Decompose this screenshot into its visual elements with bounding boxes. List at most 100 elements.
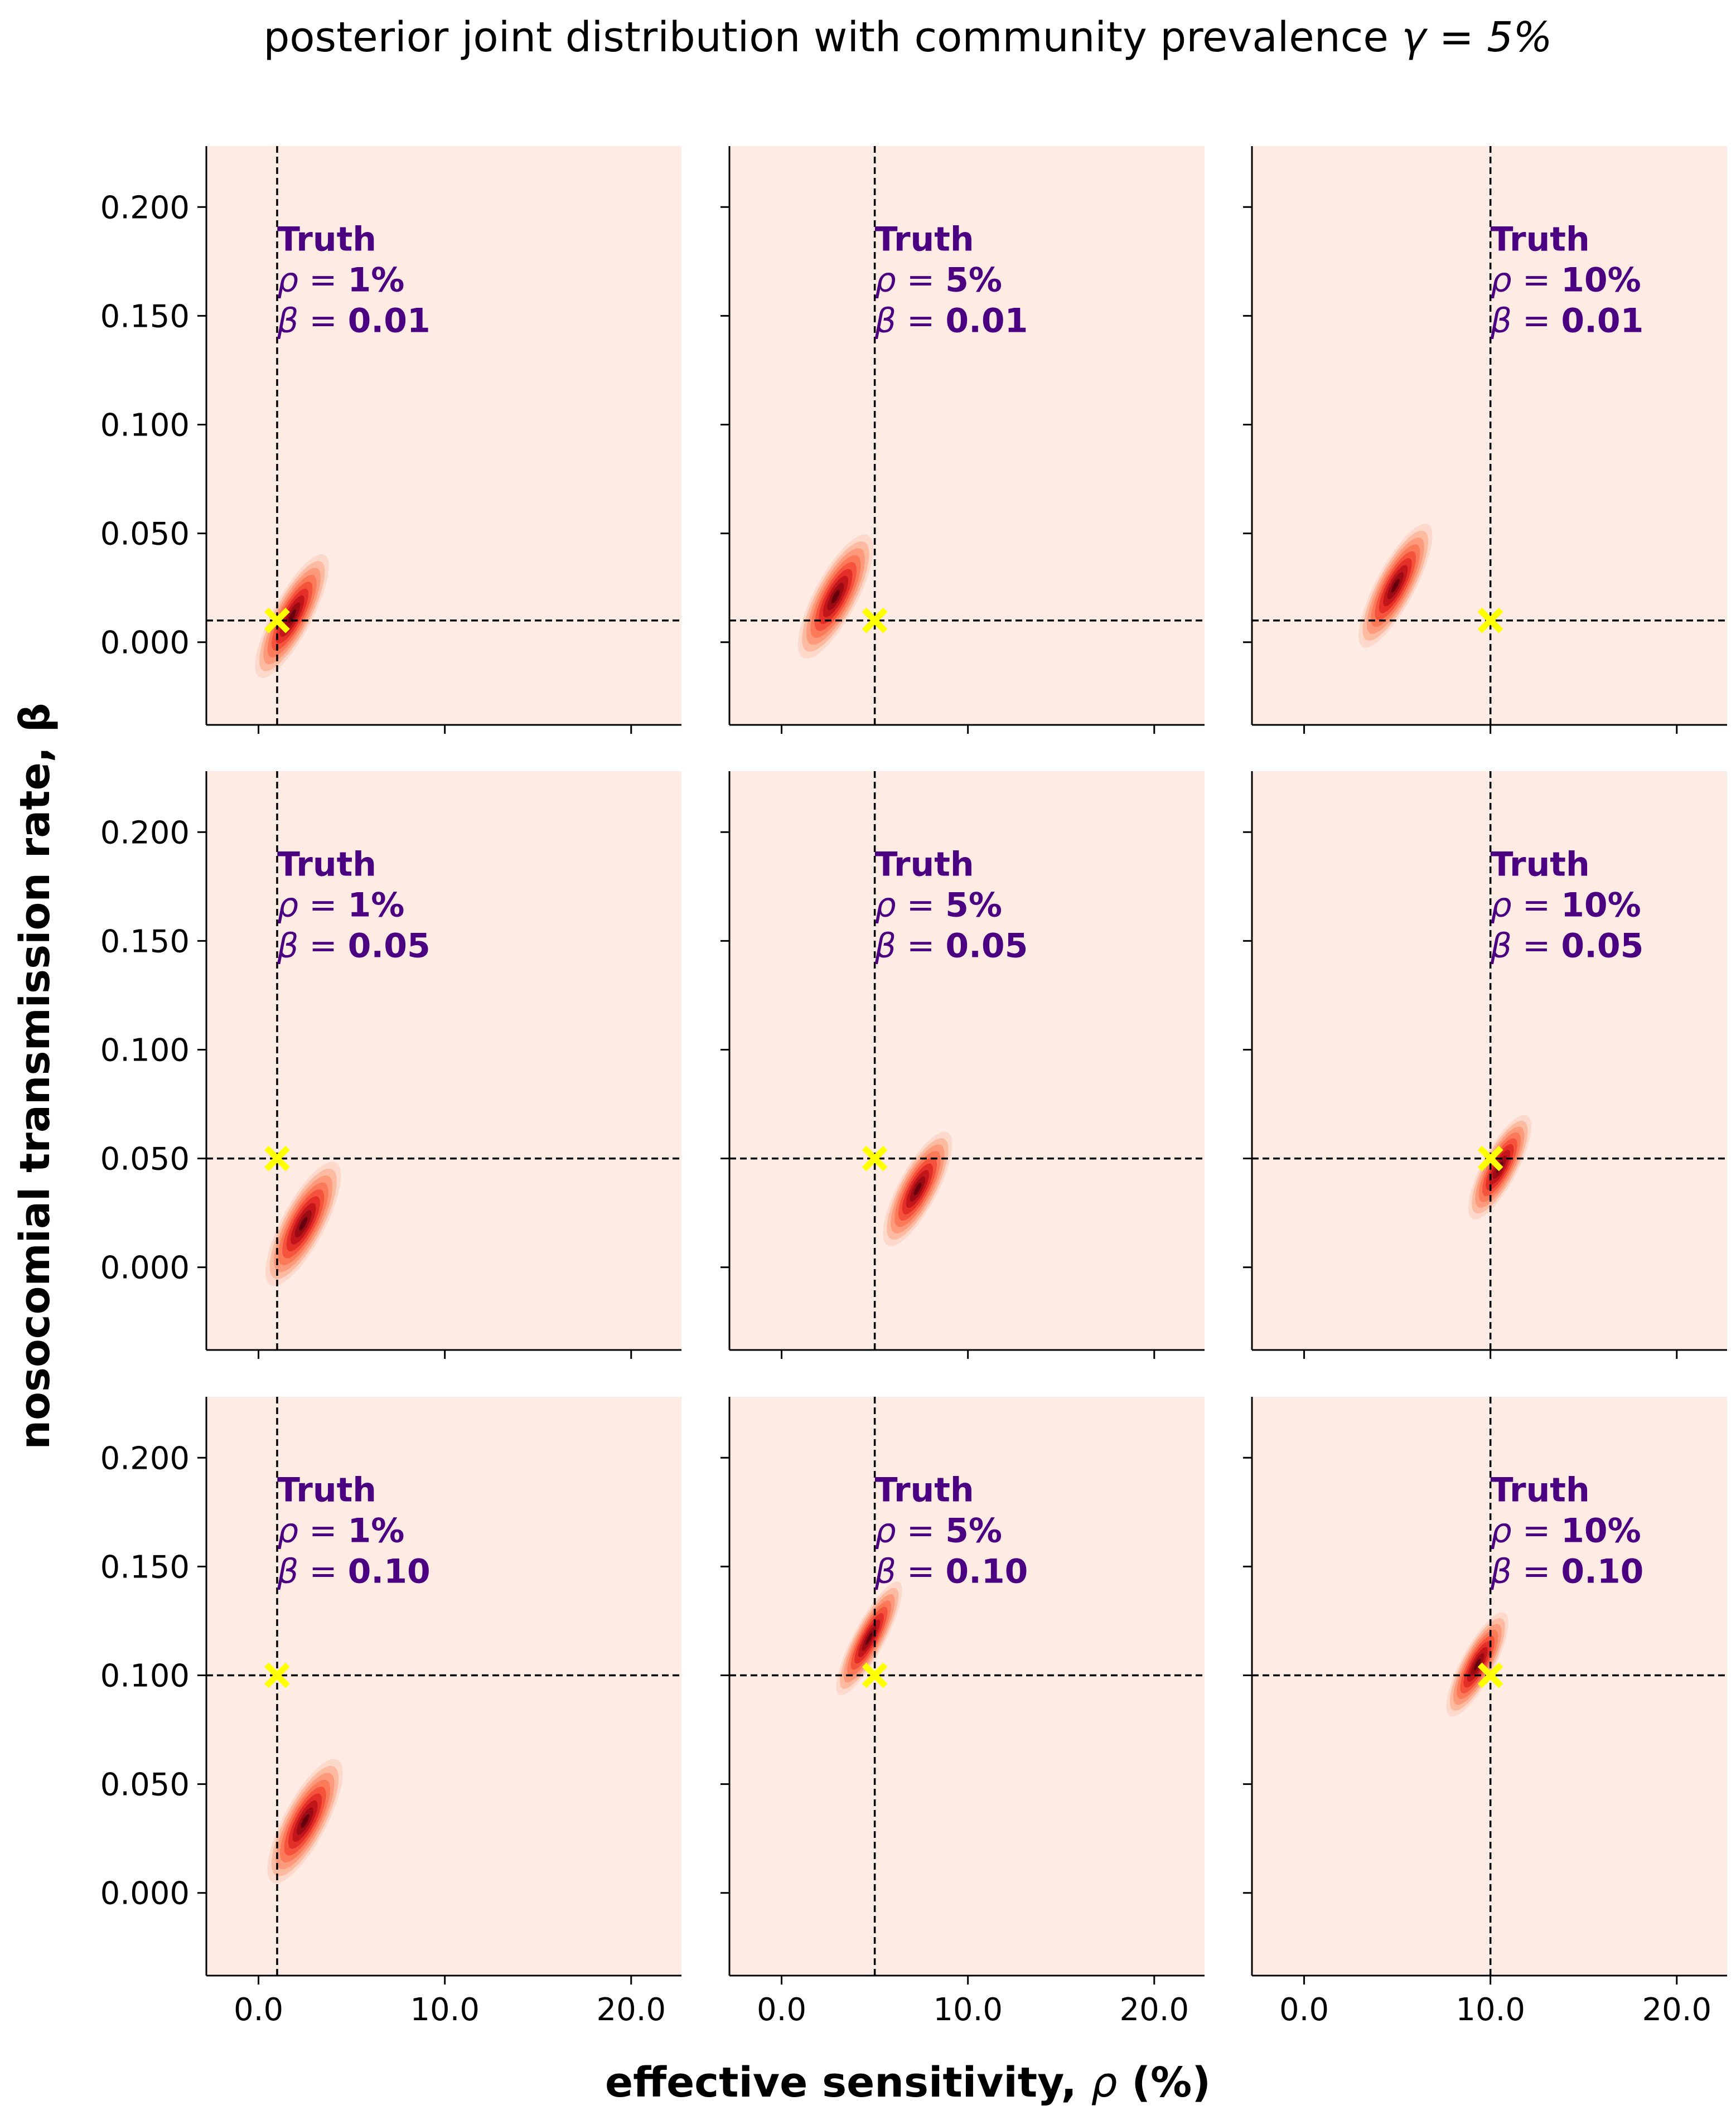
panel-1-2: Truth ρ = 5% β = 0.01 [720, 146, 1205, 734]
annotation-beta-value: 0.01 [1561, 301, 1643, 340]
truth-annotation: Truth ρ = 1% β = 0.01 [277, 220, 431, 340]
density-background [729, 771, 1205, 1350]
annotation-beta-value: 0.01 [945, 301, 1028, 340]
density-level [865, 1632, 873, 1645]
annotation-rho-value: 5% [945, 260, 1002, 299]
annotation-rho-value: 1% [347, 260, 404, 299]
y-tick-label: 0.150 [100, 1549, 190, 1585]
y-tick-label: 0.000 [100, 1876, 190, 1912]
truth-annotation: Truth ρ = 5% β = 0.01 [874, 220, 1028, 340]
x-tick-label: 0.0 [1279, 1992, 1329, 2028]
annotation-header: Truth [277, 1470, 376, 1509]
truth-marker [1477, 1662, 1503, 1688]
annotation-rho-value: 1% [347, 885, 404, 925]
annotation-header: Truth [1491, 220, 1590, 259]
panel-1-3: Truth ρ = 10% β = 0.01 [1243, 146, 1727, 734]
truth-annotation: Truth ρ = 1% β = 0.05 [277, 845, 431, 965]
density-contours [267, 1759, 343, 1884]
truth-annotation: Truth ρ = 10% β = 0.10 [1490, 1470, 1644, 1591]
truth-annotation: Truth ρ = 5% β = 0.05 [874, 845, 1028, 965]
annotation-beta-value: 0.05 [348, 926, 431, 965]
x-tick-label: 10.0 [1455, 1992, 1525, 2028]
annotation-header: Truth [1491, 845, 1590, 884]
density-level [1474, 1658, 1481, 1671]
truth-annotation: Truth ρ = 5% β = 0.10 [874, 1470, 1028, 1591]
x-tick-label: 0.0 [757, 1992, 806, 2028]
y-tick-label: 0.150 [100, 298, 190, 335]
annotation-beta-value: 0.10 [1561, 1552, 1643, 1591]
y-tick-label: 0.000 [100, 1250, 190, 1286]
panel-grid: Truth ρ = 1% β = 0.01 0.000 0.050 0.100 0.150 0… [100, 146, 1727, 2028]
density-level [913, 1182, 922, 1196]
figure-title: posterior joint distribution with commun… [263, 13, 1552, 61]
truth-annotation: Truth ρ = 1% β = 0.10 [277, 1470, 431, 1591]
y-tick-label: 0.100 [100, 1658, 190, 1694]
annotation-header: Truth [1491, 1470, 1590, 1509]
density-level [299, 1217, 308, 1231]
truth-annotation: Truth ρ = 10% β = 0.01 [1490, 220, 1644, 340]
truth-marker [1477, 607, 1503, 633]
panel-3-2: Truth ρ = 5% β = 0.10 0.0 10.0 20.0 [720, 1397, 1205, 2028]
annotation-rho-value: 10% [1561, 260, 1641, 299]
annotation-header: Truth [875, 1470, 974, 1509]
density-level [288, 609, 297, 623]
annotation-header: Truth [277, 220, 376, 259]
density-contours [883, 1131, 952, 1246]
truth-marker [264, 1662, 290, 1688]
truth-marker [264, 1145, 290, 1172]
y-tick-label: 0.200 [100, 1440, 190, 1477]
annotation-header: Truth [875, 845, 974, 884]
annotation-rho-value: 5% [945, 1511, 1002, 1550]
panel-3-3: Truth ρ = 10% β = 0.10 0.0 10.0 20.0 [1243, 1397, 1727, 2028]
x-tick-label: 0.0 [234, 1992, 283, 2028]
truth-marker [862, 607, 888, 633]
annotation-rho-value: 5% [945, 885, 1002, 925]
truth-marker [1477, 1145, 1503, 1172]
density-contours [255, 554, 329, 678]
density-level [301, 1814, 310, 1828]
annotation-rho-value: 1% [347, 1511, 404, 1550]
x-tick-label: 10.0 [410, 1992, 480, 2028]
truth-marker [862, 1145, 888, 1172]
x-tick-label: 20.0 [1642, 1992, 1711, 2028]
truth-marker [862, 1662, 888, 1688]
density-contours [797, 534, 874, 659]
y-tick-label: 0.050 [100, 1767, 190, 1803]
density-contours [265, 1161, 341, 1286]
density-background [729, 1397, 1205, 1976]
x-tick-label: 20.0 [1119, 1992, 1189, 2028]
y-tick-label: 0.000 [100, 625, 190, 661]
panel-3-1: Truth ρ = 1% β = 0.10 0.0 10.0 20.0 0.000 0.050… [100, 1397, 681, 2028]
panel-2-3: Truth ρ = 10% β = 0.05 [1243, 771, 1727, 1359]
panel-2-2: Truth ρ = 5% β = 0.05 [720, 771, 1205, 1359]
annotation-beta-value: 0.10 [945, 1552, 1028, 1591]
y-axis-label: nosocomial transmission rate, β [11, 703, 59, 1449]
density-level [831, 589, 840, 604]
annotation-header: Truth [277, 845, 376, 884]
y-tick-label: 0.050 [100, 1141, 190, 1178]
panel-1-1: Truth ρ = 1% β = 0.01 0.000 0.050 0.100 0.150 0… [100, 146, 681, 734]
truth-annotation: Truth ρ = 10% β = 0.05 [1490, 845, 1644, 965]
x-tick-label: 10.0 [933, 1992, 1003, 2028]
y-tick-label: 0.050 [100, 516, 190, 553]
annotation-header: Truth [875, 220, 974, 259]
density-contours [836, 1581, 902, 1696]
y-tick-label: 0.100 [100, 1032, 190, 1068]
annotation-rho-value: 10% [1561, 1511, 1641, 1550]
density-contours [1358, 524, 1433, 648]
annotation-beta-value: 0.05 [1561, 926, 1643, 965]
annotation-beta-value: 0.01 [348, 301, 431, 340]
annotation-beta-value: 0.05 [945, 926, 1028, 965]
density-level [1391, 578, 1400, 593]
annotation-beta-value: 0.10 [348, 1552, 431, 1591]
panel-2-1: Truth ρ = 1% β = 0.05 0.000 0.050 0.100 0.150 0… [100, 771, 681, 1359]
truth-marker [264, 607, 290, 633]
y-tick-label: 0.150 [100, 923, 190, 960]
x-axis-label: effective sensitivity, ρ (%) [605, 2059, 1211, 2107]
y-tick-label: 0.200 [100, 190, 190, 226]
x-tick-label: 20.0 [596, 1992, 666, 2028]
annotation-rho-value: 10% [1561, 885, 1641, 925]
y-tick-label: 0.100 [100, 407, 190, 443]
y-tick-label: 0.200 [100, 815, 190, 851]
